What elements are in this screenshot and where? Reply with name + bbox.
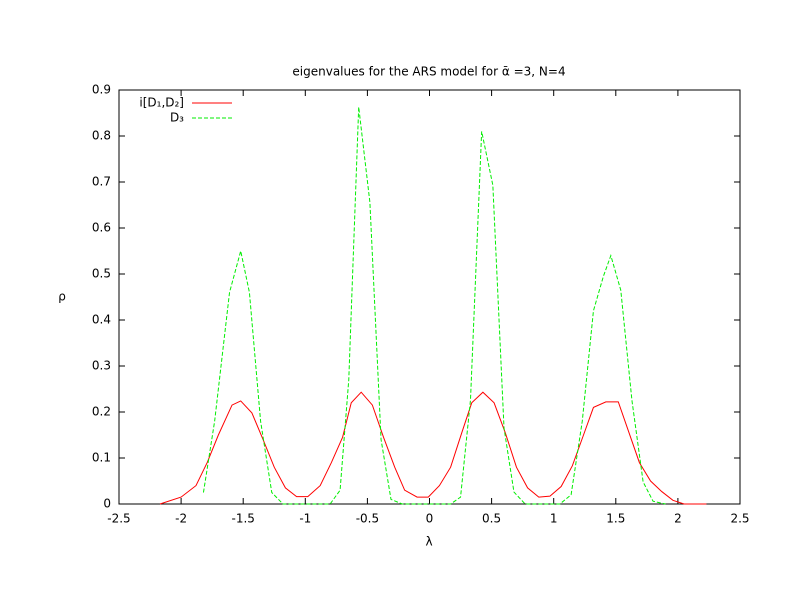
y-tick-label: 0.9: [92, 83, 111, 97]
x-tick-label: -1.5: [231, 512, 254, 526]
y-tick-label: 0.5: [92, 267, 111, 281]
x-tick-label: 0: [426, 512, 434, 526]
y-tick-label: 0.3: [92, 359, 111, 373]
series-line: [202, 106, 666, 505]
y-tick-label: 0.6: [92, 221, 111, 235]
x-axis-label: λ: [425, 535, 432, 549]
x-tick-label: 2: [674, 512, 682, 526]
x-tick-label: 0.5: [482, 512, 501, 526]
legend-label: D₃: [170, 111, 184, 125]
y-tick-label: 0.7: [92, 175, 111, 189]
y-axis-label: ρ: [58, 290, 66, 304]
x-tick-label: 1.5: [606, 512, 625, 526]
legend-label: i[D₁,D₂]: [139, 96, 184, 110]
y-tick-label: 0.4: [92, 313, 111, 327]
y-tick-label: 0: [103, 497, 111, 511]
y-tick-label: 0.1: [92, 451, 111, 465]
x-tick-label: -0.5: [356, 512, 379, 526]
x-tick-label: 1: [550, 512, 558, 526]
x-tick-label: -2.5: [107, 512, 130, 526]
y-tick-label: 0.8: [92, 129, 111, 143]
plot-border: [118, 89, 741, 505]
x-tick-label: 2.5: [730, 512, 749, 526]
y-tick-label: 0.2: [92, 405, 111, 419]
chart-title: eigenvalues for the ARS model for ᾱ =3, …: [292, 65, 565, 79]
x-tick-label: -2: [175, 512, 187, 526]
series-line: [159, 391, 707, 505]
x-tick-label: -1: [299, 512, 311, 526]
